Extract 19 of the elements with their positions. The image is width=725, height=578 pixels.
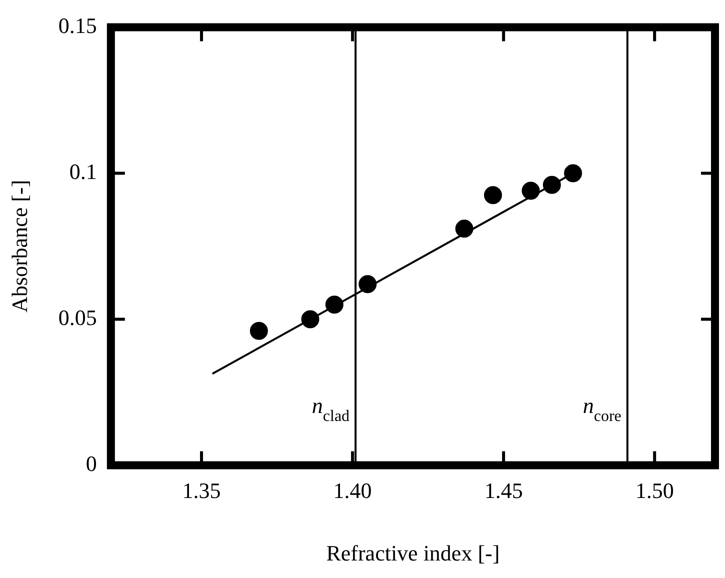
y-tick-label: 0.15 [58,12,97,38]
point [301,310,320,328]
x-tick-label: 1.45 [484,478,523,504]
point [455,220,474,238]
x-axis-title: Refractive index [-] [326,540,500,566]
point [484,186,502,204]
x-tick-label: 1.40 [333,478,372,504]
y-tick-label: 0 [86,450,97,476]
x-tick-label: 1.35 [182,478,221,504]
y-axis-title: Absorbance [-] [6,180,32,312]
point [564,164,582,182]
point [358,275,377,294]
point [325,296,344,314]
y-tick-label: 0.05 [58,304,97,330]
point [250,322,268,340]
point [522,182,540,200]
point [542,176,561,194]
x-tick-label: 1.50 [635,478,674,504]
y-tick-label: 0.1 [69,158,97,184]
